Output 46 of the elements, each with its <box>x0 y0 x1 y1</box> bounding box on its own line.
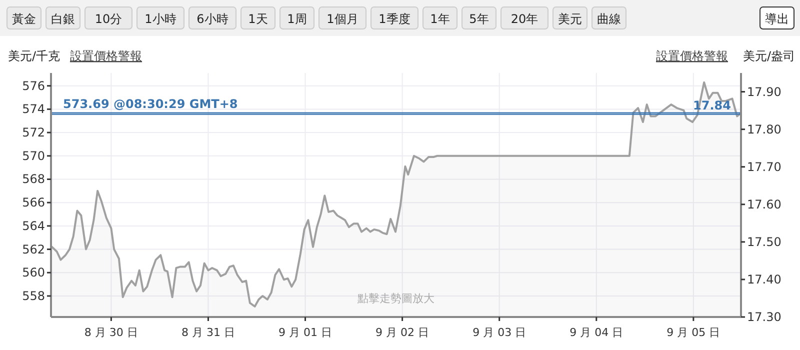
text: 1天 <box>248 12 268 26</box>
y-tick-label: 568 <box>22 172 45 186</box>
text: 10分 <box>94 12 122 26</box>
text: 美元 <box>558 12 582 26</box>
y-tick-label: 562 <box>22 242 45 256</box>
y2-tick-label: 17.70 <box>747 160 782 174</box>
text: 1周 <box>287 12 307 26</box>
ref-line-label: 17.84 <box>693 98 731 112</box>
x-tick-label: 8 月 31 日 <box>181 326 235 339</box>
y-tick-label: 576 <box>22 78 45 93</box>
text: 1季度 <box>378 12 410 26</box>
x-tick-label: 9 月 05 日 <box>666 326 720 339</box>
x-tick-label: 9 月 01 日 <box>278 326 332 339</box>
x-tick-label: 9 月 02 日 <box>376 326 430 339</box>
text: 白銀 <box>51 12 75 26</box>
y-tick-label: 564 <box>22 218 45 233</box>
text: 設置價格警報 <box>656 49 728 63</box>
text: 5年 <box>469 12 489 26</box>
text: 6小時 <box>196 12 228 26</box>
y2-tick-label: 17.60 <box>747 197 782 212</box>
x-tick-label: 8 月 30 日 <box>84 326 138 339</box>
annotation: 點擊走勢圖放大 <box>356 292 434 305</box>
text: 導出 <box>765 12 789 26</box>
text: 20年 <box>510 12 538 26</box>
y-axis-title: 美元/千克 <box>8 49 60 63</box>
y-tick-label: 574 <box>22 102 45 116</box>
text: 1小時 <box>144 12 176 26</box>
x-tick-label: 9 月 04 日 <box>570 326 624 339</box>
text: 曲線 <box>597 12 621 26</box>
text: 黃金 <box>12 12 36 26</box>
y-tick-label: 566 <box>22 196 45 210</box>
text: 1年 <box>430 12 450 26</box>
text: 設置價格警報 <box>70 49 142 63</box>
ref-line-label: 573.69 @08:30:29 GMT+8 <box>63 96 238 111</box>
y2-tick-label: 17.30 <box>747 310 782 324</box>
y-tick-label: 558 <box>22 288 45 303</box>
y2-axis-title: 美元/盎司 <box>742 49 795 63</box>
text: 1個月 <box>326 12 358 26</box>
y2-tick-label: 17.50 <box>747 234 782 249</box>
y2-tick-label: 17.40 <box>747 272 782 286</box>
y-tick-label: 572 <box>22 126 45 140</box>
y2-tick-label: 17.90 <box>747 84 782 99</box>
y-tick-label: 570 <box>22 148 45 163</box>
y2-tick-label: 17.80 <box>747 122 782 136</box>
y-tick-label: 560 <box>22 266 45 280</box>
x-tick-label: 9 月 03 日 <box>472 326 526 339</box>
